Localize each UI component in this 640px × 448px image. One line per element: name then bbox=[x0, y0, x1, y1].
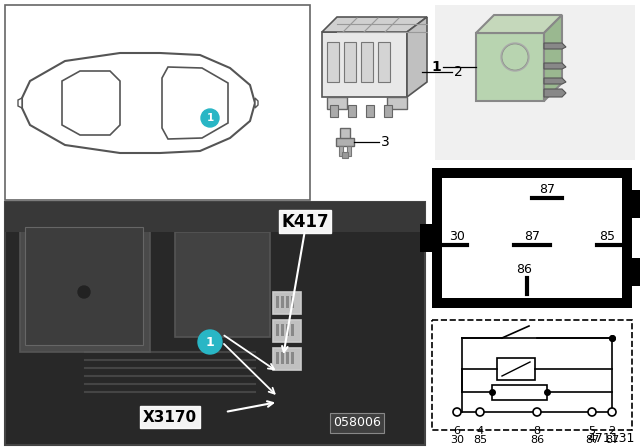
Bar bbox=[175, 232, 270, 337]
Polygon shape bbox=[544, 78, 566, 84]
Bar bbox=[340, 128, 350, 142]
Bar bbox=[273, 348, 301, 370]
Text: 3: 3 bbox=[381, 135, 390, 149]
Bar bbox=[276, 296, 279, 308]
Polygon shape bbox=[162, 67, 228, 139]
Bar bbox=[378, 42, 390, 82]
Polygon shape bbox=[544, 43, 566, 49]
Bar bbox=[348, 105, 356, 117]
Bar bbox=[384, 105, 392, 117]
Bar bbox=[5, 5, 310, 200]
Polygon shape bbox=[407, 17, 427, 97]
Bar bbox=[387, 97, 407, 109]
Polygon shape bbox=[322, 17, 427, 32]
Bar bbox=[291, 324, 294, 336]
Text: X3170: X3170 bbox=[143, 409, 197, 425]
Bar bbox=[492, 385, 547, 400]
Text: 85: 85 bbox=[473, 435, 487, 445]
Text: 30: 30 bbox=[449, 230, 465, 243]
Text: 8: 8 bbox=[533, 426, 541, 436]
Bar bbox=[476, 33, 544, 101]
Text: 30: 30 bbox=[450, 435, 464, 445]
Circle shape bbox=[501, 43, 529, 71]
Text: 1: 1 bbox=[205, 336, 214, 349]
Bar bbox=[276, 324, 279, 336]
Polygon shape bbox=[476, 15, 562, 33]
Text: K417: K417 bbox=[281, 213, 329, 231]
Bar bbox=[632, 258, 640, 286]
Bar bbox=[281, 352, 284, 364]
Circle shape bbox=[201, 109, 219, 127]
Bar bbox=[342, 152, 348, 158]
Bar bbox=[291, 352, 294, 364]
Bar bbox=[339, 146, 343, 156]
Polygon shape bbox=[255, 98, 258, 108]
Bar bbox=[442, 178, 622, 298]
Text: 1: 1 bbox=[431, 60, 441, 74]
Text: 5: 5 bbox=[589, 426, 595, 436]
Text: 86: 86 bbox=[530, 435, 544, 445]
Bar bbox=[322, 32, 407, 97]
Bar bbox=[273, 292, 301, 314]
Bar bbox=[5, 202, 425, 232]
Circle shape bbox=[78, 286, 90, 298]
Circle shape bbox=[608, 408, 616, 416]
Bar bbox=[432, 168, 632, 308]
Text: 87: 87 bbox=[605, 435, 619, 445]
Text: 85: 85 bbox=[599, 230, 615, 243]
Bar bbox=[336, 138, 354, 146]
Circle shape bbox=[588, 408, 596, 416]
Text: 87: 87 bbox=[539, 183, 555, 196]
Bar bbox=[291, 296, 294, 308]
Bar bbox=[273, 320, 301, 342]
Circle shape bbox=[198, 330, 222, 354]
Circle shape bbox=[453, 408, 461, 416]
Bar bbox=[361, 42, 373, 82]
Bar bbox=[497, 358, 535, 380]
Circle shape bbox=[476, 408, 484, 416]
Bar bbox=[432, 320, 632, 430]
Bar bbox=[286, 296, 289, 308]
Polygon shape bbox=[544, 63, 566, 69]
Text: 4: 4 bbox=[476, 426, 484, 436]
Polygon shape bbox=[544, 15, 562, 101]
Bar bbox=[347, 146, 351, 156]
Text: 6: 6 bbox=[454, 426, 461, 436]
Bar bbox=[20, 222, 150, 352]
Bar bbox=[281, 324, 284, 336]
Bar bbox=[435, 5, 635, 160]
Circle shape bbox=[533, 408, 541, 416]
Bar bbox=[276, 352, 279, 364]
Text: 86: 86 bbox=[516, 263, 532, 276]
Text: 2: 2 bbox=[454, 65, 463, 79]
Polygon shape bbox=[62, 71, 120, 135]
Bar bbox=[632, 190, 640, 218]
Bar bbox=[366, 105, 374, 117]
Bar bbox=[330, 105, 338, 117]
Bar bbox=[420, 224, 432, 252]
Bar bbox=[286, 324, 289, 336]
Text: 058006: 058006 bbox=[333, 417, 381, 430]
Text: 1: 1 bbox=[206, 113, 214, 123]
Polygon shape bbox=[18, 98, 22, 108]
Text: 87: 87 bbox=[524, 230, 540, 243]
Bar bbox=[281, 296, 284, 308]
Bar bbox=[344, 42, 356, 82]
Bar bbox=[25, 227, 143, 345]
Polygon shape bbox=[544, 89, 566, 97]
Circle shape bbox=[502, 44, 528, 70]
Bar bbox=[286, 352, 289, 364]
Polygon shape bbox=[22, 53, 255, 153]
Text: 471131: 471131 bbox=[588, 432, 635, 445]
Bar bbox=[327, 97, 347, 109]
Bar bbox=[5, 202, 425, 445]
Text: 2: 2 bbox=[609, 426, 616, 436]
Bar bbox=[327, 42, 339, 82]
Text: 87: 87 bbox=[585, 435, 599, 445]
